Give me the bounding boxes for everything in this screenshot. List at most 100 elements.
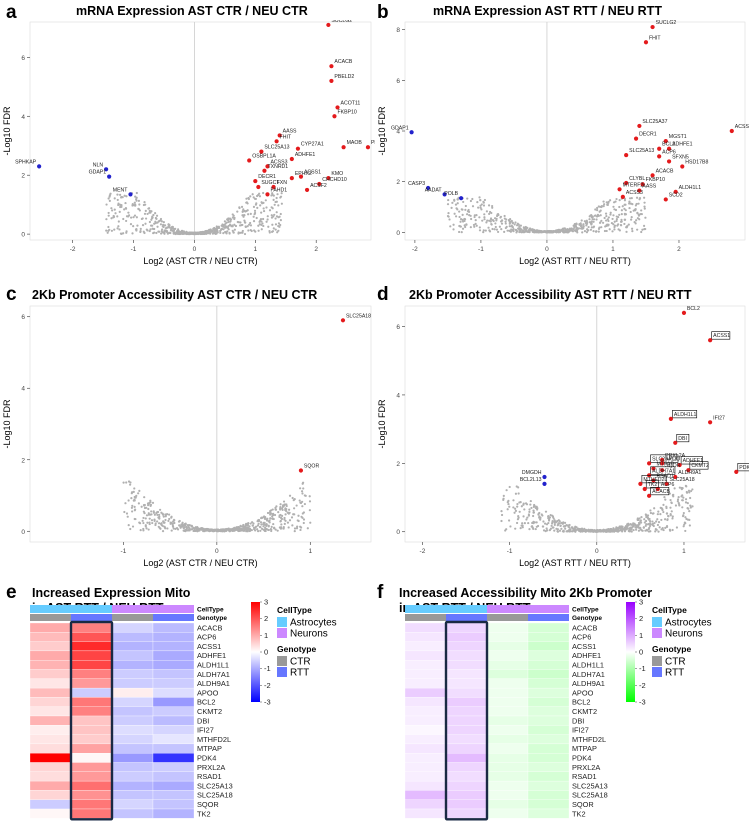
background-point <box>665 512 669 515</box>
background-point <box>118 210 121 213</box>
background-point <box>263 523 266 526</box>
background-point <box>244 221 247 224</box>
background-point <box>478 229 482 232</box>
background-point <box>630 530 633 533</box>
background-point <box>163 521 166 524</box>
background-point <box>286 521 290 524</box>
y-tick-label: 0 <box>396 529 400 536</box>
background-point <box>161 530 165 533</box>
background-point <box>273 526 276 529</box>
background-point <box>660 506 663 510</box>
legend-title-celltype: CellType <box>277 605 312 615</box>
point-label: SFXN5 <box>672 154 689 160</box>
highlight-point <box>673 189 678 194</box>
background-point <box>686 502 689 505</box>
background-point <box>526 516 529 519</box>
background-point <box>479 206 482 209</box>
background-point <box>560 527 563 530</box>
heatmap-cell <box>152 743 195 754</box>
point-label: OSBPL1A <box>252 153 276 159</box>
point-label: FXN <box>277 180 288 186</box>
background-point <box>624 209 627 212</box>
point-label: ADHFE1 <box>672 142 693 148</box>
background-point <box>541 514 544 517</box>
background-point <box>271 508 274 511</box>
row-label: IFI27 <box>197 726 214 735</box>
background-point <box>636 212 639 215</box>
highlight-column-box <box>444 620 489 821</box>
background-point <box>256 528 259 531</box>
background-point <box>213 226 216 230</box>
background-point <box>465 213 469 216</box>
background-point <box>125 512 129 515</box>
background-point <box>603 216 606 220</box>
background-point <box>553 519 556 522</box>
background-point <box>461 213 464 216</box>
background-point <box>611 530 614 533</box>
background-point <box>613 220 616 223</box>
heatmap-cell <box>111 669 154 679</box>
background-point <box>274 228 277 231</box>
background-point <box>135 199 138 202</box>
highlight-point <box>663 139 668 144</box>
background-point <box>164 229 167 233</box>
background-point <box>131 525 135 528</box>
background-point <box>487 204 491 207</box>
background-point <box>123 194 126 197</box>
point-label: MENT <box>113 187 129 193</box>
background-point <box>615 218 618 221</box>
heatmap-cell <box>486 641 529 652</box>
background-point <box>610 528 613 531</box>
background-point <box>456 198 459 201</box>
heatmap-cell <box>404 678 447 689</box>
background-point <box>200 528 204 531</box>
background-point <box>154 220 157 223</box>
background-point <box>258 519 261 522</box>
background-point <box>240 224 243 227</box>
background-point <box>249 195 252 198</box>
background-point <box>157 522 161 525</box>
background-point <box>188 527 191 530</box>
background-point <box>461 208 464 211</box>
background-point <box>591 216 594 219</box>
background-point <box>302 511 306 514</box>
background-point <box>654 530 657 533</box>
background-point <box>125 219 128 223</box>
background-point <box>268 511 272 514</box>
legend-item: RTT <box>290 668 309 679</box>
row-label: BCL2 <box>572 698 591 707</box>
point-label: PDK4 <box>739 465 749 471</box>
point-label: BCL2 <box>662 142 675 148</box>
background-point <box>623 218 627 221</box>
point-label: ACSF2 <box>310 183 327 189</box>
background-point <box>689 504 692 507</box>
background-point <box>525 503 529 506</box>
celltype-bar <box>30 605 71 613</box>
background-point <box>269 528 273 531</box>
background-point <box>145 228 148 231</box>
background-point <box>599 209 602 212</box>
background-point <box>630 216 633 219</box>
background-point <box>505 489 508 492</box>
heatmap-cell <box>445 706 488 717</box>
background-point <box>107 197 110 200</box>
background-point <box>268 229 271 233</box>
background-point <box>637 529 641 532</box>
background-point <box>615 197 618 201</box>
highlight-point <box>298 174 304 179</box>
heatmap-cell <box>70 632 113 642</box>
heatmap-cell <box>29 650 72 661</box>
panel-title: 2Kb Promoter Accessibility AST RTT / NEU… <box>409 288 692 302</box>
background-point <box>596 206 599 210</box>
background-point <box>265 220 268 223</box>
background-point <box>629 210 632 214</box>
highlight-point <box>341 145 346 150</box>
colorbar-tick-label: 3 <box>264 598 268 607</box>
background-point <box>511 226 514 229</box>
row-label: SLC25A18 <box>197 791 233 800</box>
background-point <box>490 223 493 226</box>
background-point <box>500 222 504 225</box>
background-point <box>528 508 531 511</box>
background-point <box>561 228 565 232</box>
background-point <box>249 221 252 225</box>
